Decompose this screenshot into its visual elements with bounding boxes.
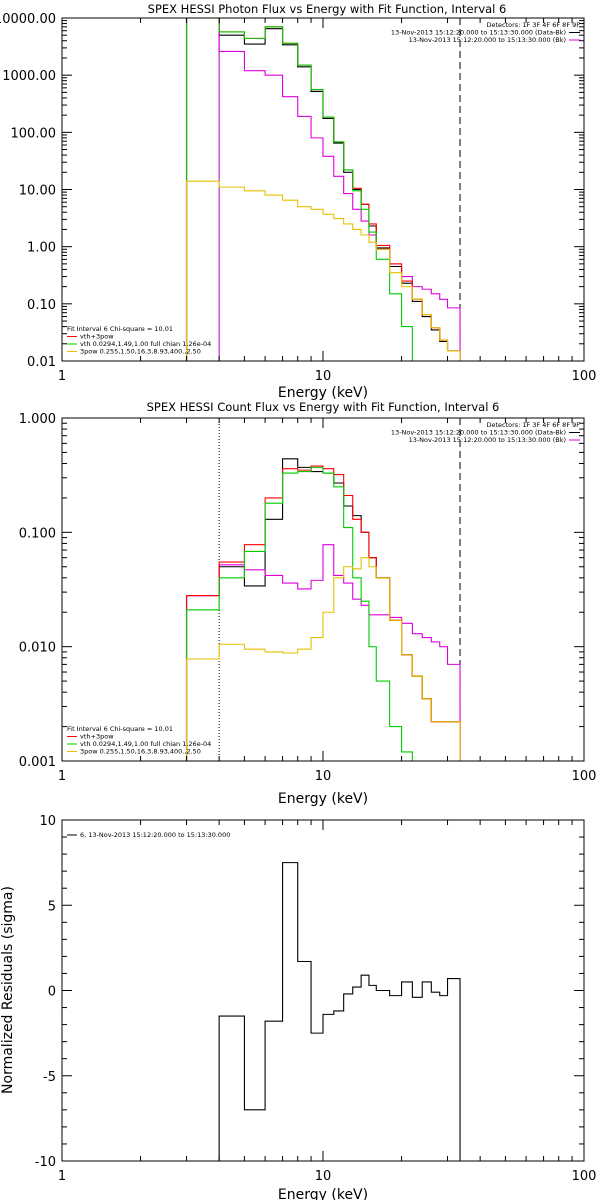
count-flux-legend-right-line: Detectors: 1F 3F 4F 6F 8F 9F (486, 421, 580, 429)
photon-flux-ytick-label: 10000.00 (0, 12, 56, 27)
count-flux-ytick-label: 0.100 (19, 526, 56, 541)
photon-flux-legend-left-line: 3pow 0.255,1.50,16.3,8.93,400.,2.50 (80, 348, 201, 356)
count-flux-marks (185, 418, 461, 761)
photon-flux-series-3pow (185, 180, 461, 361)
photon-flux-ytick-label: 0.01 (27, 355, 56, 370)
residuals-ylabel: Normalized Residuals (sigma) (0, 886, 16, 1094)
photon-flux-marks (185, 18, 461, 361)
count-flux-xlabel: Energy (keV) (278, 791, 368, 807)
count-flux-ytick-label: 0.001 (19, 755, 56, 770)
panel-photon-flux: SPEX HESSI Photon Flux vs Energy with Fi… (0, 2, 596, 401)
residuals-marks (218, 862, 461, 1161)
residuals-xtick-label: 1 (58, 1169, 66, 1184)
count-flux-series-vth (185, 466, 461, 761)
photon-flux-legend-right-line: Detectors: 1F 3F 4F 6F 8F 9F (486, 21, 580, 29)
photon-flux-plot-area (185, 18, 461, 361)
residuals-frame (61, 819, 585, 1162)
residuals-legend-left-line: 6, 13-Nov-2013 15:12:20.000 to 15:13:30.… (80, 831, 230, 839)
count-flux-series-3pow (185, 557, 461, 761)
count-flux-series-bk (185, 544, 461, 761)
residuals-ytick-label: 10 (39, 814, 56, 829)
count-flux-ytick-label: 1.000 (19, 412, 56, 427)
photon-flux-series-vth (185, 18, 461, 361)
residuals-ytick-label: -5 (43, 1070, 56, 1085)
residuals-series-residuals (218, 862, 461, 1161)
photon-flux-series-bk (185, 18, 461, 361)
residuals-axes: 1 10 100 -10 -5 0 5 10 6, 13-Nov-2013 15:12:20.0… (35, 814, 597, 1184)
count-flux-xtick-label: 10 (315, 769, 332, 784)
photon-flux-xtick-label: 100 (572, 369, 597, 384)
photon-flux-legend-left-line: vth 0.0294,1.49,1.00 full chian 1.26e-04 (80, 340, 211, 348)
count-flux-plot-area (185, 418, 461, 761)
panel-residuals: 1 10 100 -10 -5 0 5 10 6, 13-Nov-2013 15:12:20.0… (0, 814, 596, 1200)
residuals-xtick-label: 100 (572, 1169, 597, 1184)
photon-flux-xlabel: Energy (keV) (278, 385, 368, 401)
count-flux-legend-left-line: vth 0.0294,1.49,1.00 full chian 1.26e-04 (80, 740, 211, 748)
photon-flux-legend-right-line: 13-Nov-2013 15:12:20.000 to 15:13:30.000… (391, 29, 566, 37)
count-flux-legend-right-line: 13-Nov-2013 15:12:20.000 to 15:13:30.000… (409, 436, 566, 444)
count-flux-series-data-bk (185, 458, 461, 761)
residuals-ytick-label: 5 (48, 899, 56, 914)
count-flux-legend-left-line: 3pow 0.255,1.50,16.3,8.93,400.,2.50 (80, 748, 201, 756)
photon-flux-xtick-label: 1 (58, 369, 66, 384)
photon-flux-ytick-label: 1.00 (27, 241, 56, 256)
photon-flux-ytick-label: 10.00 (19, 184, 56, 199)
photon-flux-xtick-label: 10 (315, 369, 332, 384)
photon-flux-legend-left-line: Fit Interval 6 Chi-square = 10.01 (67, 325, 173, 333)
photon-flux-legend-left-line: vth+3pow (80, 333, 114, 341)
residuals-xtick-label: 10 (315, 1169, 332, 1184)
photon-flux-series-vth-3pow (185, 18, 461, 361)
count-flux-legend-right-line: 13-Nov-2013 15:12:20.000 to 15:13:30.000… (391, 429, 566, 437)
photon-flux-axes: 1 10 100 0.01 0.10 1.00 10.00 100.00 1000.00 1000… (0, 12, 596, 384)
photon-flux-frame (61, 17, 585, 362)
residuals-ytick-label: -10 (35, 1155, 56, 1170)
count-flux-ytick-label: 0.010 (19, 641, 56, 656)
photon-flux-series-data-bk (185, 18, 461, 361)
count-flux-xtick-label: 100 (572, 769, 597, 784)
photon-flux-ytick-label: 100.00 (11, 126, 57, 141)
count-flux-xtick-label: 1 (58, 769, 66, 784)
residuals-ytick-label: 0 (48, 985, 56, 1000)
count-flux-legend-left-line: vth+3pow (80, 733, 114, 741)
photon-flux-ytick-label: 1000.00 (2, 69, 56, 84)
count-flux-legend-left-line: Fit Interval 6 Chi-square = 10.01 (67, 725, 173, 733)
count-flux-title: SPEX HESSI Count Flux vs Energy with Fit… (147, 400, 500, 414)
count-flux-axes: 1 10 100 0.001 0.010 0.100 1.000 Detectors: 1F … (19, 412, 597, 784)
photon-flux-ytick-label: 0.10 (27, 298, 56, 313)
panel-count-flux: SPEX HESSI Count Flux vs Energy with Fit… (19, 400, 597, 807)
photon-flux-legend-right-line: 13-Nov-2013 15:12:20.000 to 15:13:30.000… (409, 36, 566, 44)
residuals-plot-area (218, 862, 461, 1161)
photon-flux-title: SPEX HESSI Photon Flux vs Energy with Fi… (148, 2, 507, 16)
residuals-xlabel: Energy (keV) (278, 1187, 368, 1200)
